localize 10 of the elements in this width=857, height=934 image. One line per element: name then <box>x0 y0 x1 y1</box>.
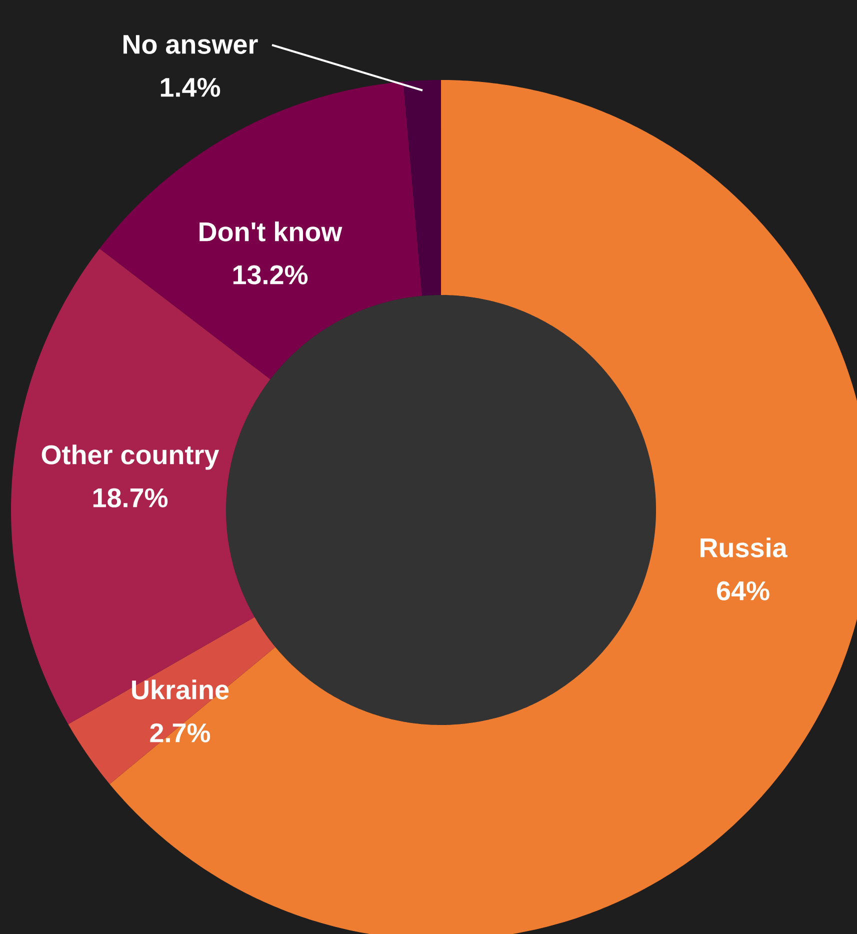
data-label: 1.4% <box>160 78 220 97</box>
slice-label: Don't know <box>200 222 342 242</box>
slice-label: Ukraine <box>132 680 229 700</box>
data-label: 64% <box>716 581 770 600</box>
data-label: 2.7% <box>150 723 210 742</box>
slice-label: Other country <box>42 444 220 470</box>
data-label: 18.7% <box>93 488 168 508</box>
data-label: 13.2% <box>233 265 308 284</box>
slice-label: No answer <box>124 35 258 54</box>
slice-label: Russia <box>700 538 788 558</box>
